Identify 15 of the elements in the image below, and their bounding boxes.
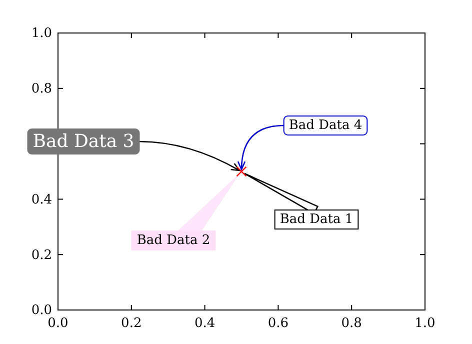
x-tick-label: 0.6 [268, 316, 289, 332]
x-tick-label: 0.8 [341, 316, 362, 332]
annotation: Bad Data 1 [280, 212, 354, 227]
annotation: Bad Data 2 [136, 233, 210, 248]
x-tick-label: 0.2 [121, 316, 142, 332]
x-tick-label: 1.0 [414, 316, 436, 332]
x-tick-label: 0.0 [48, 316, 68, 332]
y-tick-label: 0.2 [31, 248, 52, 263]
y-tick-label: 0.0 [31, 303, 52, 318]
y-tick-label: 0.8 [31, 82, 52, 97]
annotation: Bad Data 3 [32, 131, 134, 152]
y-tick-label: 1.0 [31, 26, 52, 42]
x-tick-label: 0.4 [194, 316, 216, 332]
y-tick-label: 0.4 [31, 192, 52, 208]
annotation: Bad Data 4 [288, 118, 362, 133]
